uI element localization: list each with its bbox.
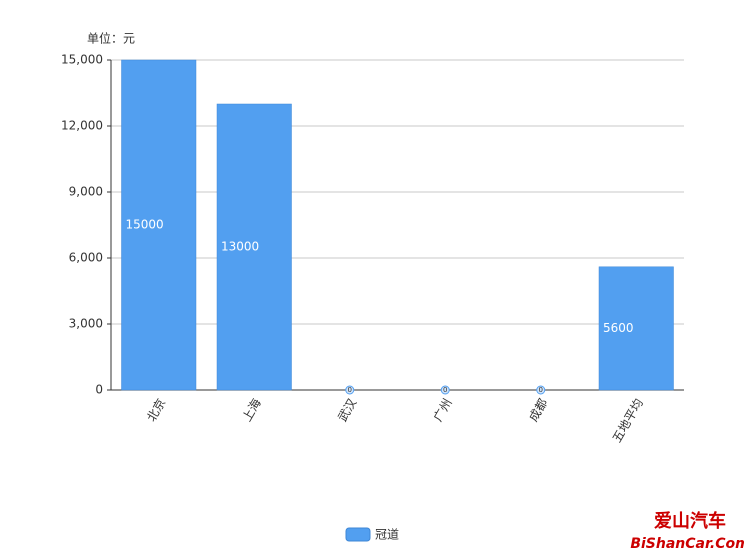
x-tick-label: 北京 bbox=[144, 396, 168, 424]
zero-marker bbox=[345, 385, 355, 395]
data-label: 0 bbox=[348, 386, 352, 394]
data-label: 5600 bbox=[603, 321, 634, 335]
bar bbox=[216, 103, 292, 391]
y-tick-label: 6,000 bbox=[69, 251, 103, 265]
data-label: 0 bbox=[539, 386, 543, 394]
data-label: 15000 bbox=[126, 218, 164, 232]
legend-label: 冠道 bbox=[375, 528, 399, 542]
zero-marker bbox=[536, 385, 546, 395]
y-tick-label: 0 bbox=[95, 383, 103, 397]
bar bbox=[598, 266, 674, 391]
x-tick-label: 成都 bbox=[526, 396, 550, 424]
watermark: 爱山汽车 bbox=[654, 510, 726, 532]
data-label: 0 bbox=[443, 386, 447, 394]
data-label: 13000 bbox=[221, 240, 259, 254]
y-tick-label: 15,000 bbox=[61, 53, 103, 67]
y-tick-label: 12,000 bbox=[61, 119, 103, 133]
x-tick-label: 上海 bbox=[239, 396, 264, 424]
x-tick-label: 广州 bbox=[431, 396, 455, 424]
y-tick-label: 9,000 bbox=[69, 185, 103, 199]
y-tick-label: 3,000 bbox=[69, 317, 103, 331]
legend-swatch bbox=[345, 527, 371, 542]
x-tick-label: 武汉 bbox=[335, 396, 359, 424]
x-tick-label: 五地平均 bbox=[610, 396, 646, 445]
bar bbox=[121, 59, 197, 391]
watermark: BiShanCar.Com bbox=[630, 536, 744, 552]
unit-label: 单位：元 bbox=[87, 31, 135, 46]
zero-marker bbox=[440, 385, 450, 395]
